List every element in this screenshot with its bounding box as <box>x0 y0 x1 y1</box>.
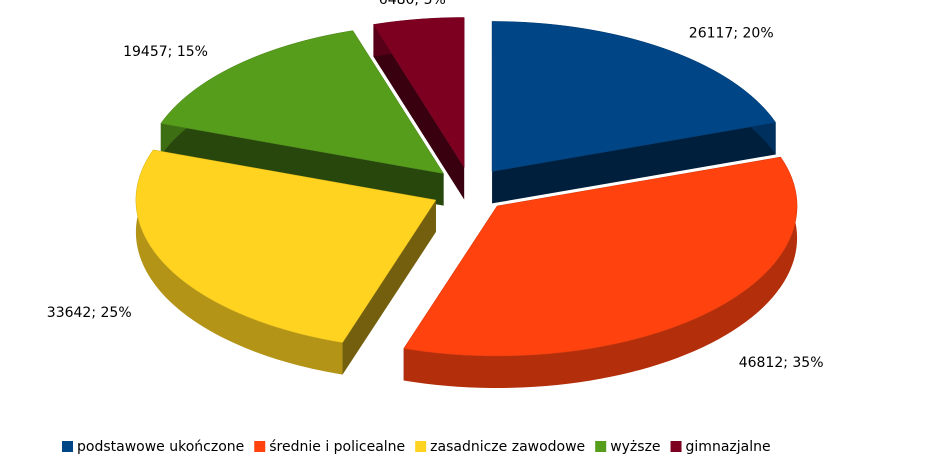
data-label: 26117; 20% <box>689 25 774 41</box>
slice <box>135 149 437 375</box>
legend-swatch <box>62 441 73 452</box>
slice <box>135 149 437 343</box>
slice <box>403 156 798 357</box>
legend-label: gimnazjalne <box>686 439 771 455</box>
slice <box>373 17 465 169</box>
slice <box>403 156 798 388</box>
legend-swatch <box>595 441 607 452</box>
legend-label: zasadnicze zawodowe <box>430 439 585 455</box>
slice-side <box>373 24 465 200</box>
slice <box>160 30 445 206</box>
legend-swatch <box>254 441 266 452</box>
slice <box>491 21 777 204</box>
slice <box>373 17 465 200</box>
slice-side <box>492 122 776 204</box>
legend-label: średnie i policealne <box>269 439 405 455</box>
slice-side <box>135 149 343 375</box>
data-label: 19457; 15% <box>123 44 208 60</box>
slice-side <box>403 157 798 388</box>
slice-side <box>342 200 436 375</box>
data-label: 46812; 35% <box>739 355 824 371</box>
slice <box>491 21 777 172</box>
legend-swatch <box>415 441 427 452</box>
slice-side <box>160 123 444 206</box>
data-label: 33642; 25% <box>47 305 132 321</box>
legend-swatch <box>670 441 682 452</box>
legend-label: podstawowe ukończone <box>77 439 244 455</box>
legend-label: wyższe <box>610 439 660 455</box>
slice <box>160 30 445 174</box>
data-label: 6480; 5% <box>379 0 446 8</box>
